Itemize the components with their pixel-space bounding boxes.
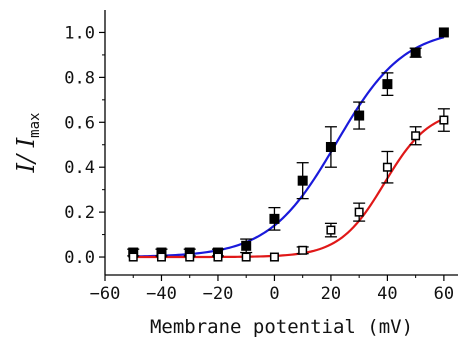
y-tick-label: 0.4 [64,158,95,178]
fit-curve [133,117,445,259]
open-square-marker [185,252,195,262]
filled-square-marker [325,141,336,152]
ticks: −60 −40 −20 0 20 40 60 0.0 0.2 0.4 0.6 0.8 1.0 [64,23,454,304]
x-tick-label: 60 [434,284,454,304]
filled-square-marker [438,27,449,38]
y-tick-label: 0.0 [64,248,95,268]
x-tick-label: −40 [146,284,177,304]
open-square-marker [326,225,336,235]
x-tick-label: −60 [90,284,121,304]
fit-curves [133,36,445,259]
open-square-marker [269,252,279,262]
x-tick-label: 40 [377,284,397,304]
y-axis-label: I/ Imax [12,113,43,174]
y-axis-label-sub: max [27,113,43,138]
open-square-marker [213,252,223,262]
y-tick-label: 0.2 [64,203,95,223]
filled-square-marker [354,110,365,121]
filled-square-marker [297,175,308,186]
error-bars [127,47,450,257]
open-square-marker [382,162,392,172]
y-axis-label-main: I/ I [12,137,40,173]
open-square-marker [128,252,138,262]
open-square-marker [298,245,308,255]
x-tick-label: 20 [321,284,341,304]
open-square-marker [354,207,364,217]
open-square-marker [241,252,251,262]
fit-curve [133,36,445,258]
filled-square-marker [382,79,393,90]
filled-square-marker [269,213,280,224]
data-markers [128,27,449,262]
y-tick-label: 1.0 [64,23,95,43]
y-tick-label: 0.6 [64,113,95,133]
open-square-marker [439,115,449,125]
y-tick-label: 0.8 [64,68,95,88]
filled-square-marker [410,47,421,58]
axes [104,10,458,276]
x-tick-label: −20 [203,284,234,304]
x-axis-label: Membrane potential (mV) [150,316,413,338]
open-square-marker [156,252,166,262]
x-tick-label: 0 [269,284,279,304]
filled-square-marker [241,240,252,251]
open-square-marker [411,131,421,141]
